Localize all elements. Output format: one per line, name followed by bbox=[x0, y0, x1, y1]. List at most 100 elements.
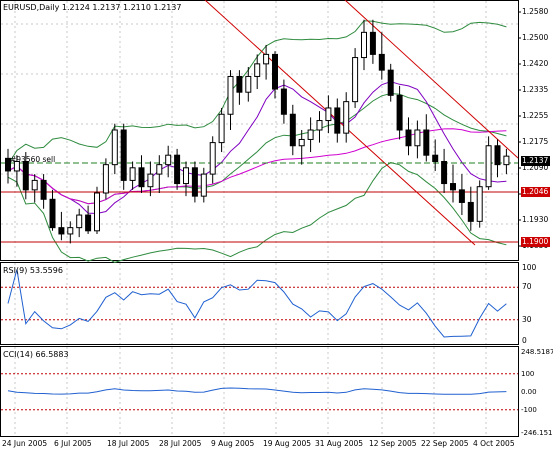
candle-body bbox=[272, 53, 278, 90]
price-tick: 1.2580 bbox=[522, 7, 549, 16]
candle-body bbox=[387, 69, 394, 96]
candle-body bbox=[40, 179, 47, 200]
ma-short bbox=[7, 81, 507, 215]
candle-body bbox=[183, 167, 189, 185]
candle-body bbox=[476, 186, 483, 222]
candle-body bbox=[58, 227, 65, 235]
candle-body bbox=[5, 157, 11, 172]
candle-body bbox=[111, 129, 118, 166]
channel-upper-line bbox=[344, 0, 519, 159]
price-tick: 1.2420 bbox=[522, 59, 549, 68]
candle-body bbox=[245, 75, 252, 93]
cci-title: CCI(14) 66.5883 bbox=[3, 350, 69, 359]
candle-body bbox=[129, 167, 136, 181]
price-tick: 1.2335 bbox=[522, 85, 549, 94]
candle-body bbox=[236, 75, 243, 93]
cci-tick: 248.5187 bbox=[521, 348, 553, 356]
rsi-tick: 100 bbox=[522, 263, 537, 272]
candle-body bbox=[147, 173, 154, 188]
price-tick: 1.2090 bbox=[522, 163, 549, 172]
time-label: 18 Jul 2005 bbox=[107, 439, 150, 448]
candle-body bbox=[13, 161, 20, 172]
time-label: 4 Oct 2005 bbox=[473, 439, 515, 448]
bollinger-middle bbox=[7, 92, 507, 205]
candle-body bbox=[120, 129, 127, 181]
candle-body bbox=[432, 154, 439, 162]
candle-body bbox=[22, 161, 29, 191]
price-tick: 1.2175 bbox=[522, 137, 549, 146]
candle-body bbox=[441, 161, 448, 185]
candle-body bbox=[174, 154, 181, 185]
candle-body bbox=[76, 214, 83, 229]
rsi-panel-frame bbox=[0, 262, 519, 345]
candle-body bbox=[325, 107, 332, 122]
price-tick: 1.1930 bbox=[522, 215, 549, 224]
rsi-tick: 70 bbox=[522, 282, 532, 292]
candle-body bbox=[369, 31, 376, 55]
time-label: 12 Sep 2005 bbox=[369, 439, 417, 448]
level-badge-2: 1.1900 bbox=[521, 237, 550, 247]
candle-body bbox=[414, 129, 421, 147]
cci-line bbox=[7, 387, 507, 395]
candle-body bbox=[67, 227, 74, 235]
cci-tick: -246.151 bbox=[521, 429, 553, 437]
rsi-indicator bbox=[1, 269, 518, 338]
rsi-tick: 30 bbox=[522, 314, 532, 324]
candle-body bbox=[280, 88, 287, 115]
candle-body bbox=[307, 129, 314, 140]
candle-body bbox=[263, 53, 270, 65]
price-levels bbox=[1, 162, 518, 243]
time-label: 31 Aug 2005 bbox=[315, 439, 364, 448]
candles bbox=[5, 19, 510, 244]
cci-tick: 100 bbox=[521, 369, 535, 378]
price-tick: 1.2500 bbox=[522, 33, 549, 42]
candle-body bbox=[165, 154, 172, 166]
cci-tick: -100 bbox=[521, 405, 537, 414]
current-price-badge: 1.2137 bbox=[521, 156, 550, 166]
candle-body bbox=[298, 138, 305, 147]
candle-body bbox=[467, 201, 474, 222]
main-header: EURUSD,Daily 1.2124 1.2137 1.2110 1.2137 bbox=[3, 3, 182, 12]
candle-body bbox=[31, 179, 38, 191]
candle-body bbox=[494, 145, 501, 166]
candle-body bbox=[49, 198, 56, 229]
main-panel-frame bbox=[0, 0, 519, 261]
time-label: 24 Jun 2005 bbox=[2, 439, 48, 448]
candle-body bbox=[361, 31, 367, 59]
time-label: 9 Aug 2005 bbox=[211, 439, 255, 448]
price-tick: 1.2255 bbox=[522, 111, 549, 120]
bollinger-lower bbox=[7, 162, 507, 263]
cci-panel-frame bbox=[0, 346, 519, 437]
candle-body bbox=[334, 107, 341, 134]
candle-body bbox=[156, 164, 163, 175]
candle-body bbox=[218, 113, 225, 144]
candle-body bbox=[94, 192, 100, 232]
candle-body bbox=[405, 129, 412, 147]
order-label: #93560 sell bbox=[10, 155, 56, 164]
rsi-title: RSI(9) 53.5596 bbox=[3, 266, 63, 275]
candle-body bbox=[396, 94, 403, 131]
candle-body bbox=[458, 189, 465, 203]
candle-body bbox=[200, 173, 207, 197]
candle-body bbox=[352, 57, 359, 103]
candle-body bbox=[209, 142, 216, 175]
candle-body bbox=[138, 167, 145, 188]
candle-body bbox=[102, 164, 109, 194]
candle-body bbox=[450, 183, 456, 191]
level-badge-1: 1.2046 bbox=[521, 187, 550, 197]
rsi-tick: 0 bbox=[522, 336, 527, 345]
candle-body bbox=[254, 63, 261, 77]
candle-body bbox=[227, 75, 234, 115]
time-label: 22 Sep 2005 bbox=[421, 439, 469, 448]
candle-body bbox=[503, 155, 510, 166]
time-label: 28 Jul 2005 bbox=[159, 439, 202, 448]
candle-body bbox=[423, 129, 430, 156]
candle-body bbox=[85, 214, 92, 232]
candle-body bbox=[343, 101, 350, 134]
candle-body bbox=[191, 167, 198, 197]
time-label: 6 Jul 2005 bbox=[54, 439, 92, 448]
time-label: 19 Aug 2005 bbox=[263, 439, 312, 448]
candle-body bbox=[485, 145, 492, 188]
